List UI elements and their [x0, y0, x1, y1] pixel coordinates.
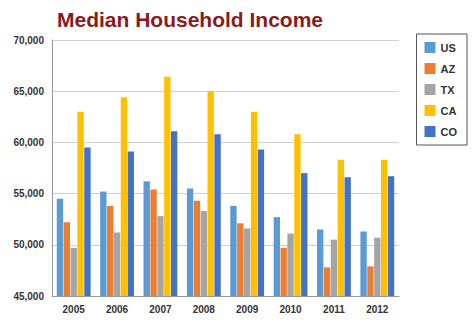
svg-text:TX: TX — [441, 84, 456, 96]
svg-text:55,000: 55,000 — [13, 188, 44, 199]
svg-text:60,000: 60,000 — [13, 137, 44, 148]
svg-text:2007: 2007 — [149, 304, 172, 315]
svg-text:45,000: 45,000 — [13, 291, 44, 302]
svg-text:2012: 2012 — [366, 304, 389, 315]
svg-text:2010: 2010 — [279, 304, 302, 315]
svg-text:CA: CA — [441, 105, 457, 117]
svg-text:2005: 2005 — [63, 304, 86, 315]
svg-text:AZ: AZ — [441, 63, 456, 75]
svg-text:2006: 2006 — [106, 304, 129, 315]
svg-text:2009: 2009 — [236, 304, 259, 315]
svg-text:50,000: 50,000 — [13, 239, 44, 250]
svg-text:Median Household Income: Median Household Income — [57, 8, 323, 31]
svg-text:65,000: 65,000 — [13, 86, 44, 97]
svg-text:2011: 2011 — [323, 304, 345, 315]
svg-text:2008: 2008 — [193, 304, 216, 315]
svg-text:US: US — [441, 42, 456, 54]
svg-text:70,000: 70,000 — [13, 35, 44, 46]
svg-text:CO: CO — [441, 126, 458, 138]
